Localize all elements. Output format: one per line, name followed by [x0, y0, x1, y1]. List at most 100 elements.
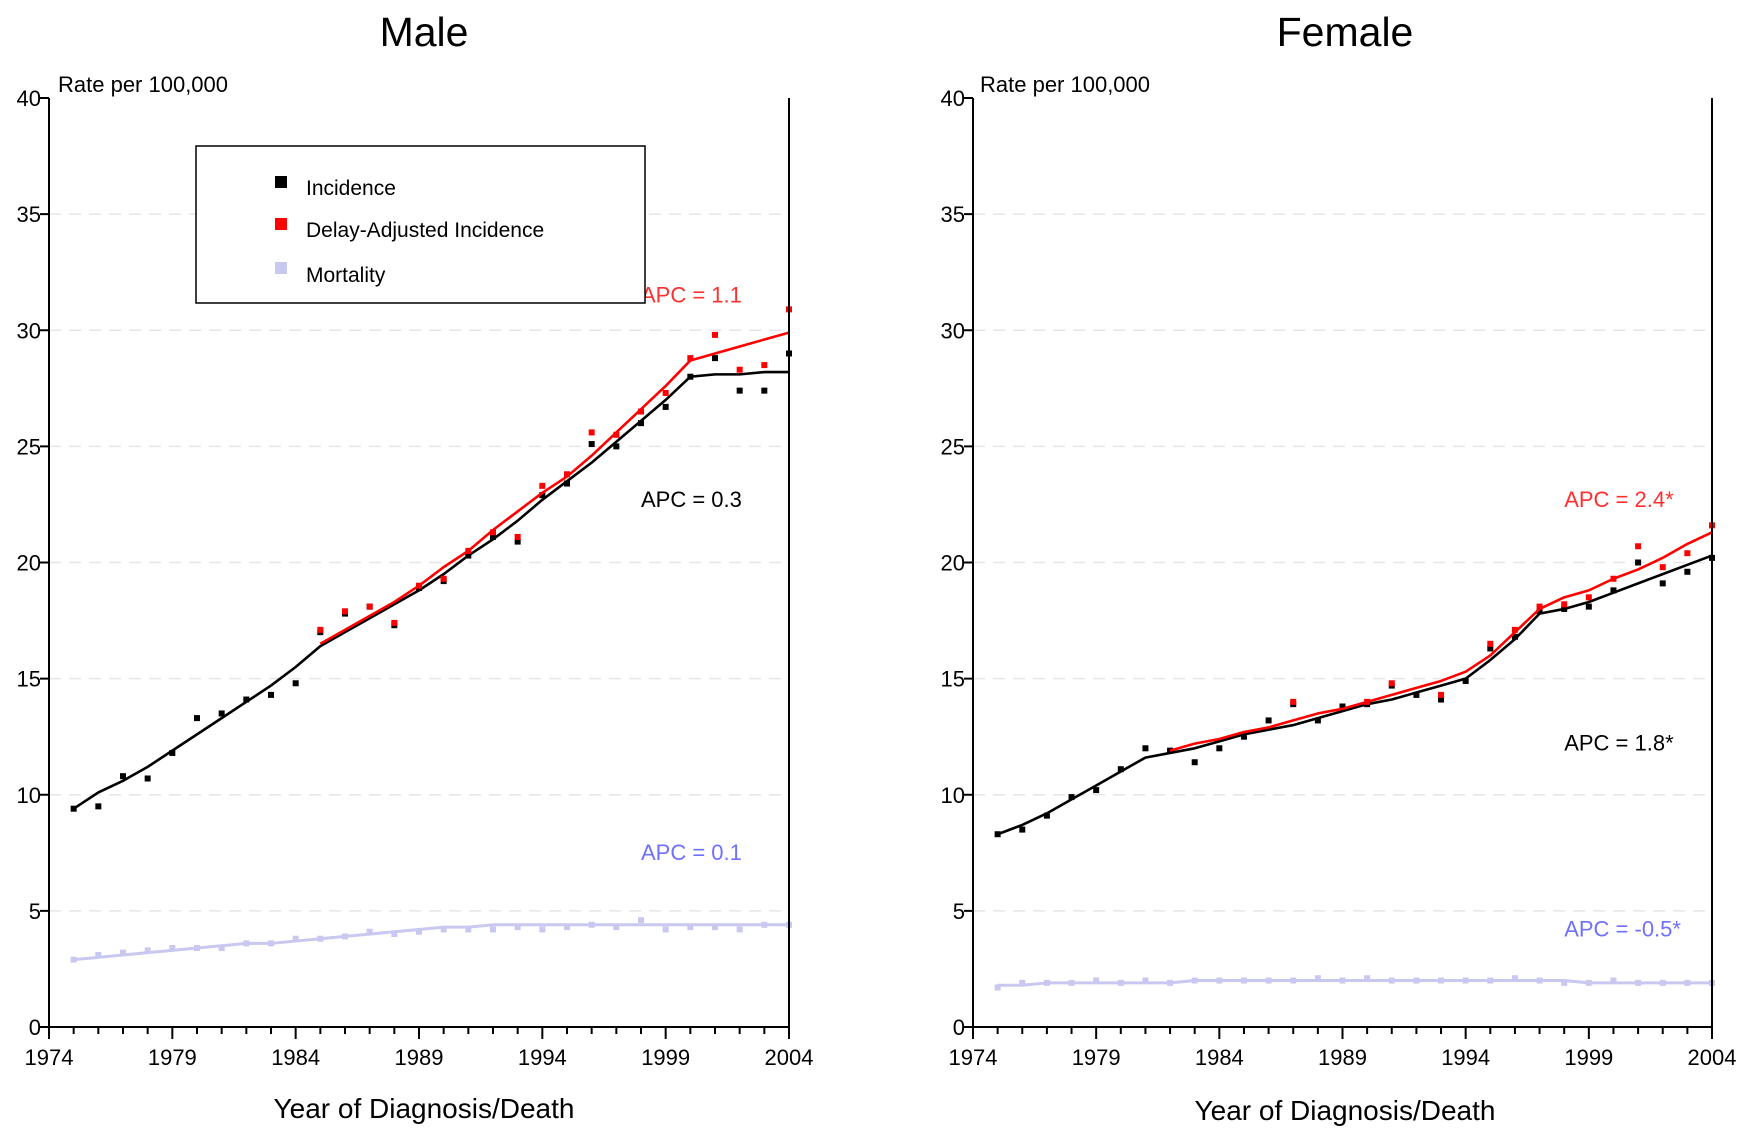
incidence-point	[1117, 766, 1124, 773]
delay-adjusted-incidence-point	[366, 603, 373, 610]
mortality-point	[1388, 977, 1395, 984]
mortality-point	[613, 924, 620, 931]
incidence-point	[994, 831, 1001, 838]
incidence-point	[169, 749, 176, 756]
incidence-point	[736, 387, 743, 394]
incidence-point	[1314, 717, 1321, 724]
y-tick-label: 5	[29, 899, 41, 924]
mortality-point	[1142, 977, 1149, 984]
incidence-point	[1536, 608, 1543, 615]
mortality-point	[342, 933, 348, 940]
x-tick-label: 1989	[395, 1045, 444, 1070]
delay-adjusted-incidence-point	[687, 355, 694, 362]
axes: 0 5 10 15 20 25 30 35 40 1974 1979 1984 1989 1994 1999…	[941, 86, 1737, 1070]
legend-swatch-delay-adjusted	[275, 218, 287, 230]
mortality-point	[1438, 977, 1445, 984]
mortality-point	[391, 931, 398, 938]
legend-label-mortality: Mortality	[306, 264, 386, 287]
incidence-point	[613, 443, 620, 450]
delay-adjusted-incidence-point	[514, 533, 521, 540]
mortality-point	[70, 956, 77, 963]
incidence-point	[1240, 733, 1247, 740]
x-tick-label: 1979	[148, 1045, 197, 1070]
apc-label: APC = 1.8*	[1564, 731, 1674, 756]
incidence-point	[539, 492, 546, 499]
delay-adjusted-incidence-point	[564, 471, 570, 478]
mortality-point	[1216, 977, 1223, 984]
delay-adjusted-incidence-point	[342, 608, 348, 615]
x-tick-label: 1974	[25, 1045, 74, 1070]
mortality-point	[1684, 979, 1691, 986]
y-tick-label: 25	[17, 434, 41, 459]
mortality-point	[1659, 979, 1666, 986]
mortality-point	[994, 984, 1001, 991]
y-tick-label: 0	[29, 1015, 41, 1040]
x-tick-label: 1984	[1195, 1045, 1244, 1070]
mortality-point	[1290, 977, 1297, 984]
incidence-point	[712, 355, 718, 362]
delay-adjusted-incidence-point	[490, 529, 496, 536]
mortality-point	[465, 926, 472, 933]
mortality-point	[292, 935, 299, 942]
mortality-point	[1487, 977, 1494, 984]
mortality-point	[416, 928, 422, 935]
x-tick-label: 2004	[765, 1045, 814, 1070]
mortality-point	[317, 935, 324, 942]
y-tick-label: 15	[941, 667, 965, 692]
apc-annotations: APC = 1.1 APC = 0.3 APC = 0.1	[641, 282, 742, 864]
x-axis-label: Year of Diagnosis/Death	[274, 1093, 575, 1124]
delay-adjusted-incidence-point	[416, 582, 422, 589]
mortality-point	[1240, 977, 1247, 984]
delay-adjusted-incidence-point	[761, 362, 768, 369]
incidence-fit-line	[72, 370, 789, 810]
y-tick-label: 40	[17, 86, 41, 111]
delay-adjusted-incidence-point	[1536, 603, 1543, 610]
delay-adjusted-incidence-point	[638, 408, 644, 415]
mortality-point	[1635, 979, 1642, 986]
legend-label-delay-adjusted: Delay-Adjusted Incidence	[306, 219, 544, 242]
incidence-point	[1068, 794, 1075, 801]
incidence-point	[1487, 645, 1494, 652]
x-tick-label: 1974	[949, 1045, 998, 1070]
apc-label: APC = 2.4*	[1564, 487, 1674, 512]
mortality-point	[1364, 975, 1371, 982]
y-tick-label: 5	[953, 899, 965, 924]
mortality-point	[1413, 977, 1420, 984]
mortality-point	[1043, 979, 1050, 986]
y-tick-label: 40	[941, 86, 965, 111]
mortality-point	[514, 924, 521, 931]
incidence-point	[514, 538, 521, 545]
mortality-point	[588, 921, 595, 928]
y-tick-label: 20	[941, 551, 965, 576]
legend-label-incidence: Incidence	[306, 177, 396, 200]
x-tick-label: 1999	[1564, 1045, 1613, 1070]
series-layer	[70, 306, 792, 963]
mortality-point	[662, 926, 669, 933]
incidence-point	[1561, 605, 1568, 612]
mortality-point	[1167, 979, 1174, 986]
mortality-point	[1536, 977, 1543, 984]
delay-adjusted-incidence-point	[1610, 575, 1617, 582]
legend-swatch-mortality	[275, 262, 287, 274]
incidence-point	[120, 773, 126, 780]
incidence-point	[1635, 559, 1642, 566]
incidence-point	[761, 387, 768, 394]
incidence-point	[1043, 812, 1050, 819]
incidence-point	[1610, 587, 1617, 594]
incidence-point	[243, 696, 250, 703]
delay-adjusted-incidence-point	[1364, 698, 1371, 705]
incidence-point	[687, 373, 694, 380]
incidence-point	[1339, 703, 1346, 710]
axes: 0 5 10 15 20 25 30 35 40 1974 1979 1984 1989 1994 1999…	[17, 86, 814, 1070]
series-layer	[994, 522, 1715, 991]
mortality-point	[194, 945, 200, 952]
incidence-point	[95, 803, 102, 810]
mortality-point	[490, 926, 496, 933]
mortality-point	[218, 945, 225, 952]
female-panel: Female Rate per 100,000 Year of Diagnosi…	[941, 9, 1737, 1126]
gridlines	[973, 213, 1712, 912]
delay-adjusted-incidence-point	[1585, 594, 1592, 601]
apc-annotations: APC = 2.4* APC = 1.8* APC = -0.5*	[1564, 487, 1681, 942]
incidence-point	[1462, 677, 1469, 684]
y-tick-label: 15	[17, 667, 41, 692]
